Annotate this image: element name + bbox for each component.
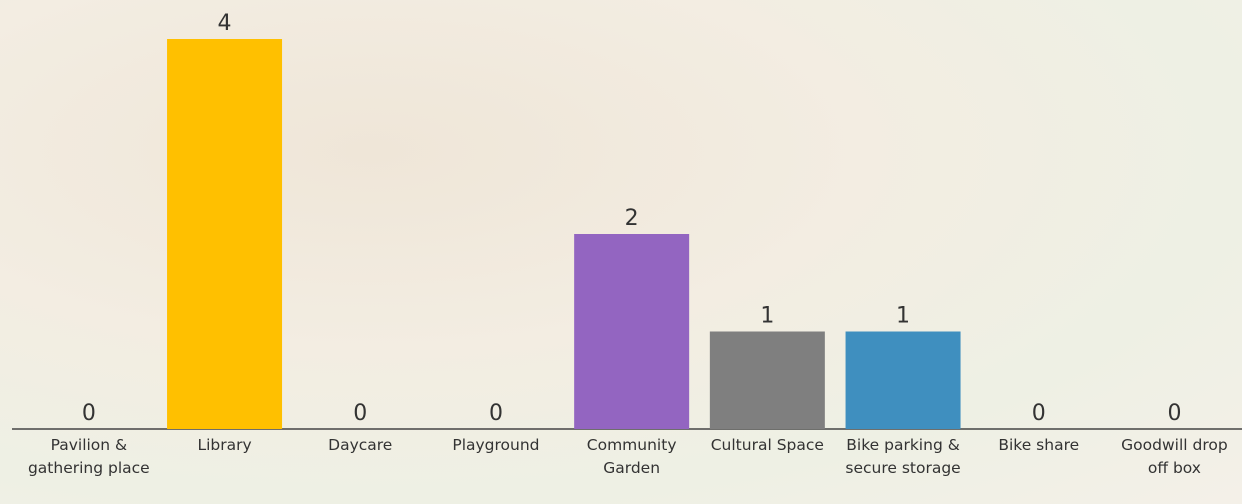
value-label: 0 [82,401,96,426]
value-label: 2 [625,206,639,231]
value-label: 0 [489,401,503,426]
x-tick-label: Cultural Space [710,436,824,454]
x-tick-label: Playground [452,436,540,454]
x-tick-label: Bike parking & secure storage [845,436,961,477]
value-label: 1 [760,304,774,329]
bar [167,39,283,429]
x-tick-label: Community Garden [586,436,677,477]
x-tick-label: Pavilion & gathering place [27,436,150,477]
bar [845,331,961,429]
value-label: 0 [353,401,367,426]
x-tick-label: Daycare [328,436,393,454]
bar [709,331,825,429]
value-label: 0 [1167,401,1181,426]
bar [574,234,690,429]
x-tick-label: Library [197,436,252,454]
x-tick-label: Bike share [998,436,1080,454]
value-label: 0 [1032,401,1046,426]
value-label: 4 [218,11,232,36]
x-tick-label: Goodwill drop off box [1121,436,1228,477]
value-label: 1 [896,304,910,329]
